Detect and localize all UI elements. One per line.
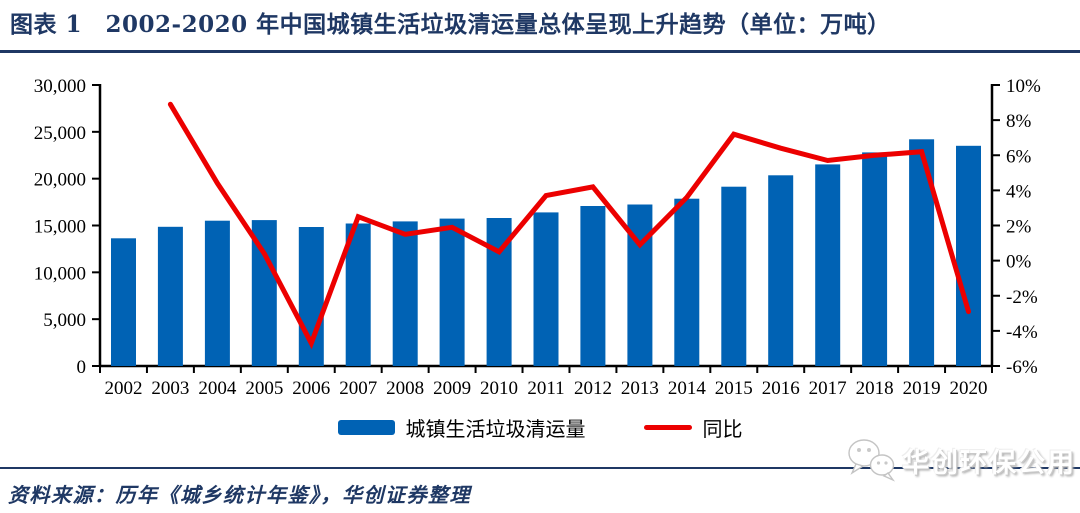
combo-chart: 0 5,000 10,000 15,000 20,000 25,000 30,000 -6% -…: [34, 76, 1041, 399]
watermark-label: 华创环保公用: [902, 447, 1076, 478]
bar-2015: [721, 186, 747, 366]
bar-2020: [956, 145, 981, 366]
left-tick-label: 0: [77, 357, 87, 378]
x-tick-label: 2005: [245, 378, 283, 399]
bar-2018: [862, 152, 888, 366]
x-tick-label: 2006: [292, 378, 330, 399]
x-tick-label: 2003: [151, 378, 189, 399]
chart-legend: 城镇生活垃圾清运量 同比: [0, 413, 1080, 442]
x-tick-label: 2002: [104, 378, 142, 399]
x-tick-label: 2017: [809, 378, 847, 399]
x-tick-label: 2014: [668, 378, 707, 399]
right-tick-label: -4%: [1006, 322, 1038, 343]
x-tick-label: 2010: [480, 378, 518, 399]
wechat-icon: [848, 439, 896, 482]
right-tick-label: 4%: [1006, 181, 1032, 202]
legend-bar-label: 城镇生活垃圾清运量: [405, 417, 586, 441]
left-tick-label: 20,000: [34, 170, 86, 191]
x-tick-label: 2020: [950, 378, 988, 399]
x-tick-label: 2007: [339, 378, 377, 399]
x-tick-label: 2004: [198, 378, 237, 399]
bar-2014: [674, 198, 700, 366]
right-tick-label: -6%: [1006, 357, 1038, 378]
x-tick-label: 2009: [433, 378, 471, 399]
bar-2008: [392, 221, 418, 366]
figure-title: 图表 1 2002-2020 年中国城镇生活垃圾清运量总体呈现上升趋势（单位：万…: [10, 11, 891, 38]
bar-2007: [345, 223, 371, 366]
bar-2009: [439, 218, 465, 366]
left-tick-label: 25,000: [34, 123, 86, 144]
legend-item-line: 同比: [643, 413, 743, 442]
right-tick-label: -2%: [1006, 287, 1038, 308]
bar-2013: [627, 204, 653, 366]
right-tick-label: 10%: [1006, 76, 1041, 97]
bar-2011: [533, 212, 559, 366]
x-tick-label: 2015: [715, 378, 753, 399]
bar-2016: [768, 175, 794, 366]
x-tick-label: 2019: [903, 378, 941, 399]
x-tick-label: 2008: [386, 378, 424, 399]
right-tick-label: 0%: [1006, 252, 1032, 273]
x-tick-label: 2012: [574, 378, 612, 399]
left-tick-label: 15,000: [34, 217, 86, 238]
x-tick-label: 2013: [621, 378, 659, 399]
x-tick-label: 2016: [762, 378, 800, 399]
footer-divider: [0, 467, 1080, 469]
line-series-swatch: [643, 425, 692, 430]
right-tick-label: 2%: [1006, 217, 1032, 238]
bar-2012: [580, 206, 606, 366]
left-tick-label: 10,000: [34, 263, 86, 284]
bar-2002: [111, 238, 136, 366]
legend-line-label: 同比: [702, 417, 743, 441]
bar-2017: [815, 164, 841, 366]
right-tick-label: 6%: [1006, 146, 1032, 167]
bar-2003: [157, 226, 183, 366]
bar-2004: [204, 220, 230, 366]
x-tick-label: 2011: [527, 378, 564, 399]
left-tick-label: 30,000: [34, 76, 86, 97]
watermark: 华创环保公用: [844, 436, 1076, 484]
yoy-line: [167, 101, 971, 350]
title-divider: [0, 50, 1080, 53]
bar-series-swatch: [337, 420, 395, 435]
right-tick-label: 8%: [1006, 111, 1032, 132]
source-note: 资料来源：历年《城乡统计年鉴》，华创证券整理: [8, 483, 471, 507]
legend-item-bar: 城镇生活垃圾清运量: [337, 413, 586, 442]
left-tick-label: 5,000: [43, 310, 86, 331]
x-tick-label: 2018: [856, 378, 894, 399]
